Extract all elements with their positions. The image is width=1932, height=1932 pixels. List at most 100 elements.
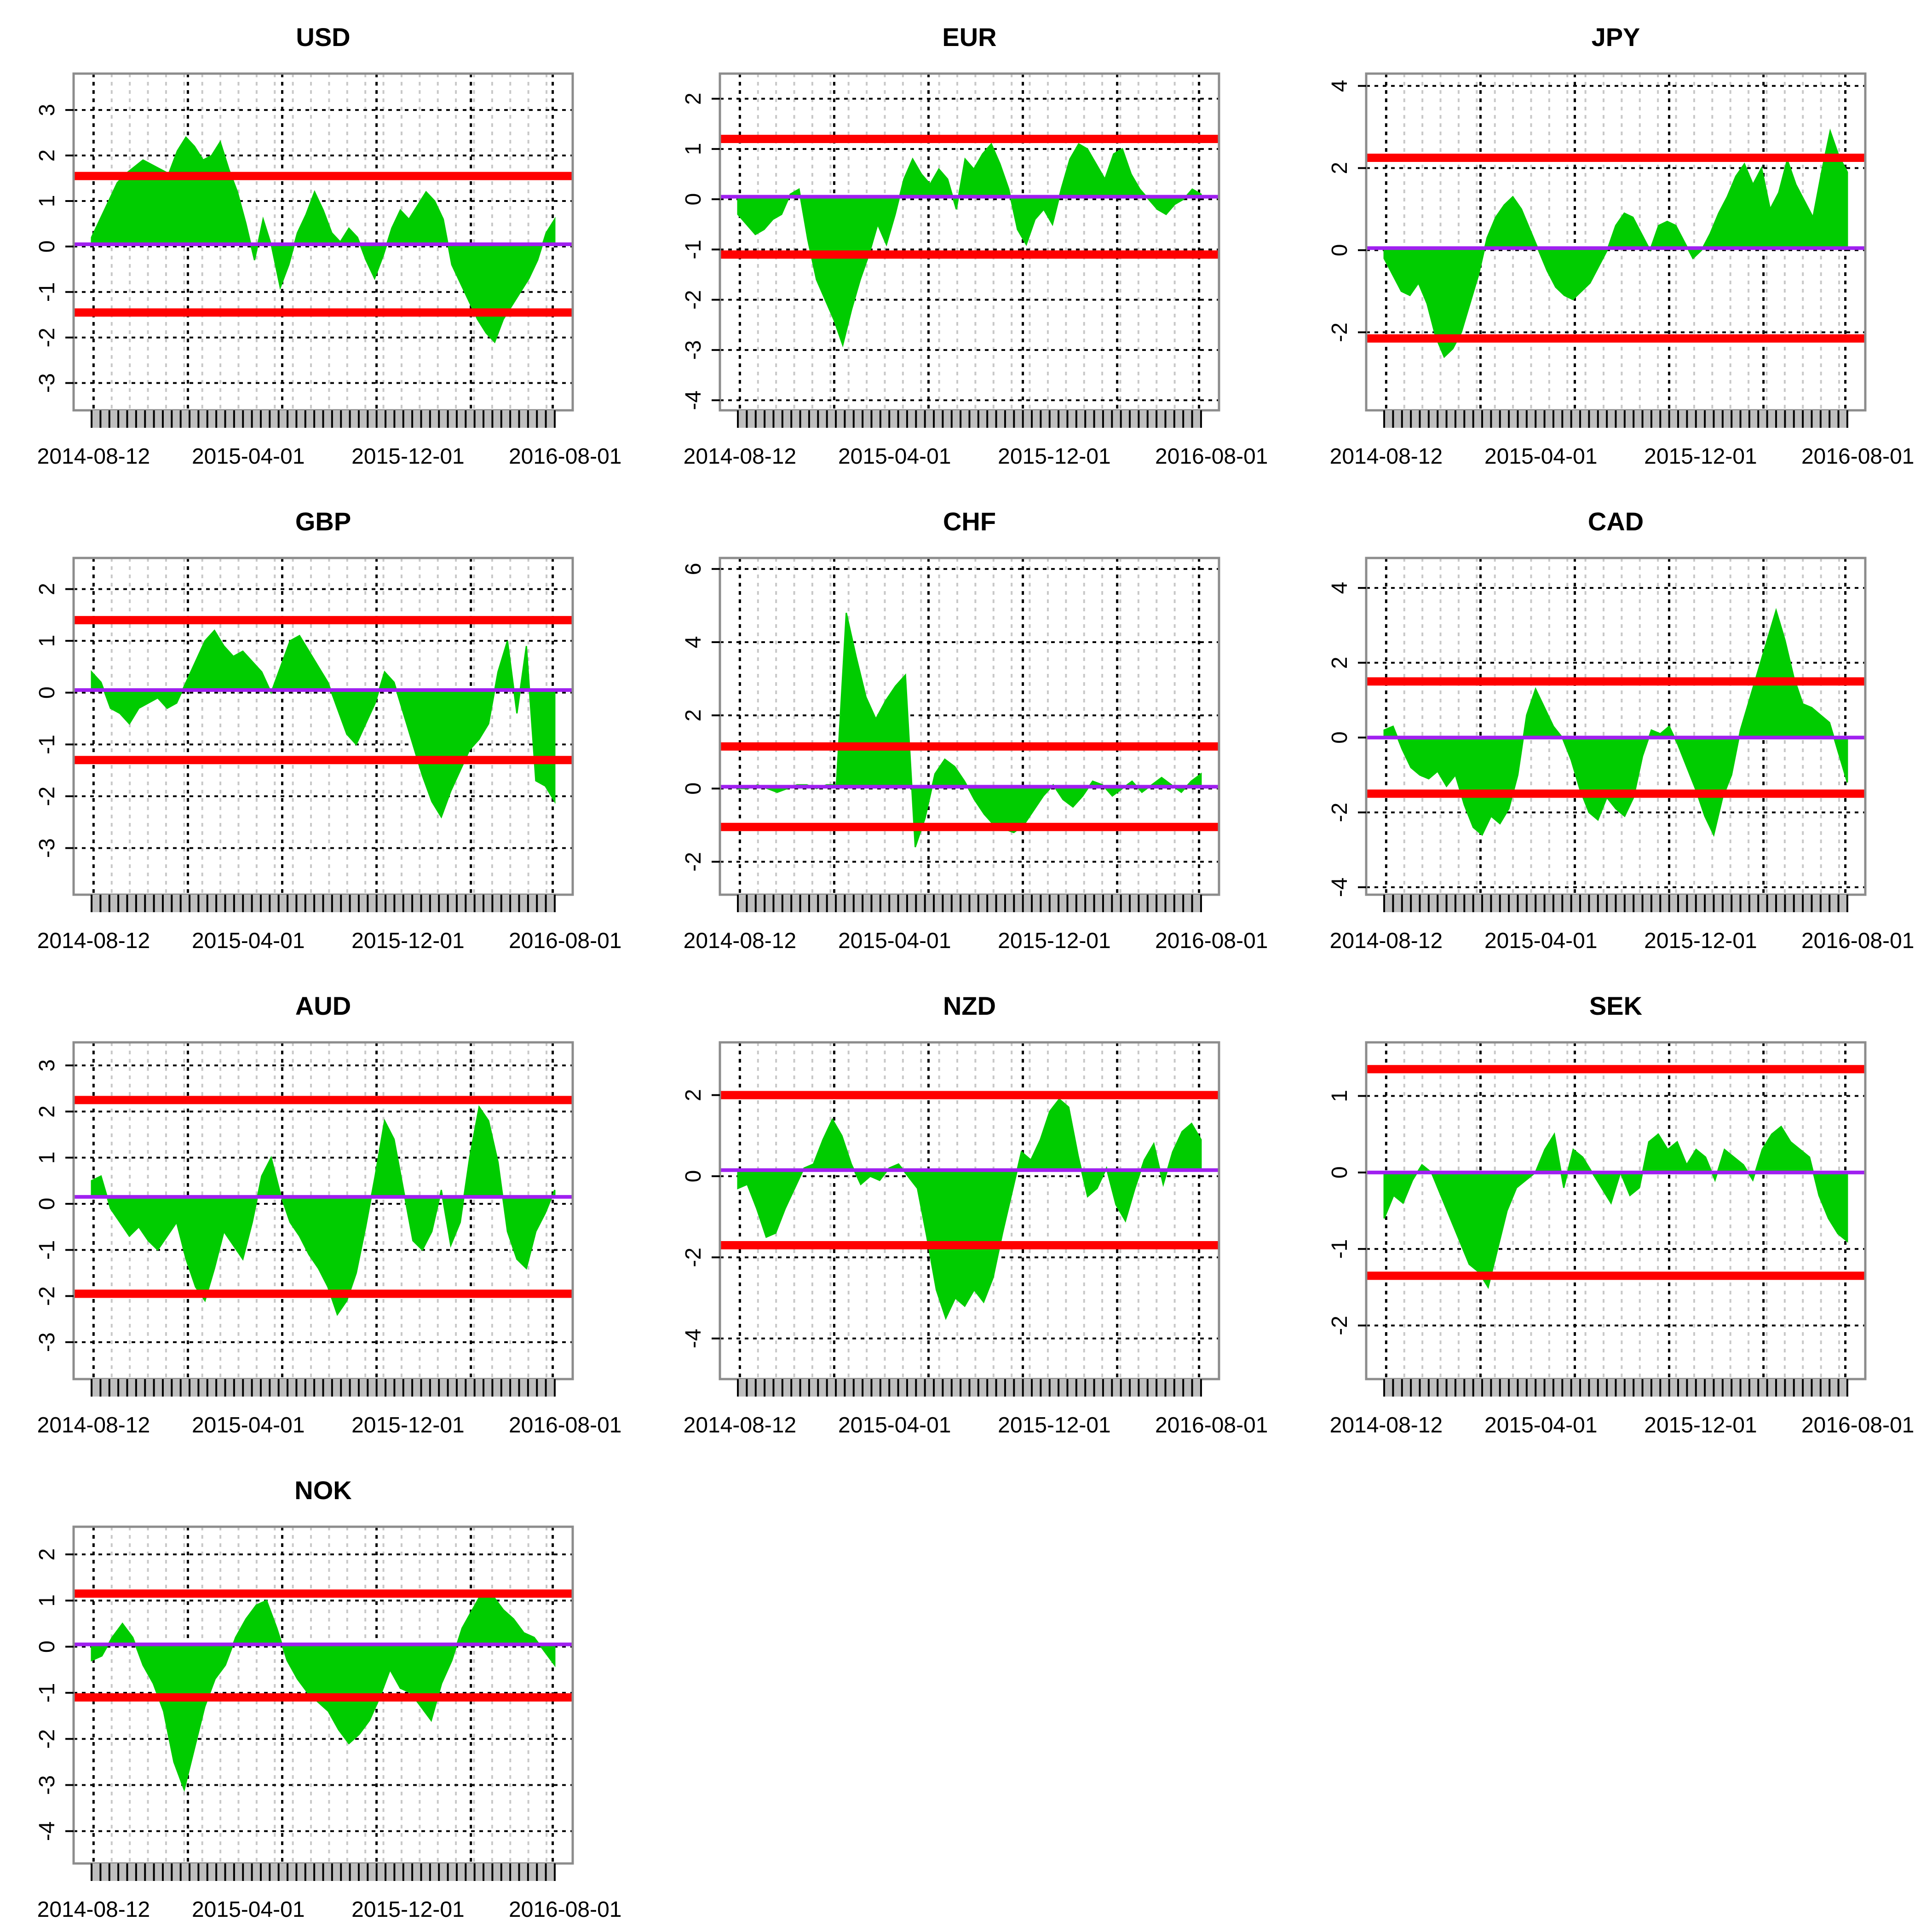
y-tick-label: 0 xyxy=(681,782,706,795)
x-tick-label: 2016-08-01 xyxy=(1801,929,1915,953)
y-tick-label: 2 xyxy=(681,709,706,722)
y-tick-label: 4 xyxy=(1328,582,1352,594)
x-tick-label: 2014-08-12 xyxy=(37,1413,150,1438)
x-tick-label: 2016-08-01 xyxy=(1155,444,1268,469)
y-tick-label: -1 xyxy=(1328,1239,1352,1259)
x-tick-label: 2016-08-01 xyxy=(509,929,622,953)
y-tick-label: 1 xyxy=(35,1594,59,1607)
x-tick-label: 2016-08-01 xyxy=(1155,1413,1268,1438)
y-tick-label: -2 xyxy=(35,328,59,347)
panel-cad: CAD -4 -2 0 2 4 2014-08-12 2015-04-01 2015-12-01… xyxy=(1328,507,1914,953)
y-tick-label: 3 xyxy=(35,104,59,116)
y-tick-label: 2 xyxy=(35,1548,59,1561)
y-tick-label: 4 xyxy=(1328,80,1352,92)
y-tick-label: 0 xyxy=(35,686,59,699)
area-chf xyxy=(737,613,1202,848)
y-tick-label: -4 xyxy=(681,1328,706,1348)
x-tick-label: 2015-12-01 xyxy=(351,1413,465,1438)
y-tick-label: 1 xyxy=(1328,1090,1352,1102)
y-tick-label: 6 xyxy=(681,563,706,575)
x-tick-label: 2016-08-01 xyxy=(509,1413,622,1438)
panel-usd: USD -3 -2 -1 0 1 2 3 2014-08-12 2015-04-01 2015-12… xyxy=(35,23,621,469)
panel-title-jpy: JPY xyxy=(1592,23,1640,52)
date-rug xyxy=(737,410,1202,428)
area-nok xyxy=(91,1590,556,1792)
x-tick-label: 2015-04-01 xyxy=(192,444,305,469)
x-tick-label: 2015-12-01 xyxy=(1644,929,1757,953)
y-tick-label: -4 xyxy=(681,391,706,410)
y-tick-label: 0 xyxy=(681,1170,706,1183)
y-tick-label: -1 xyxy=(35,735,59,754)
y-tick-label: 0 xyxy=(1328,244,1352,257)
panel-title-nzd: NZD xyxy=(943,991,996,1020)
y-tick-label: 2 xyxy=(1328,162,1352,174)
date-rug xyxy=(737,1379,1202,1397)
x-tick-label: 2014-08-12 xyxy=(1330,1413,1443,1438)
x-tick-label: 2015-12-01 xyxy=(998,929,1111,953)
y-tick-label: -1 xyxy=(35,1240,59,1260)
y-tick-label: -2 xyxy=(1328,803,1352,822)
date-rug xyxy=(1383,410,1848,428)
panel-title-chf: CHF xyxy=(943,507,996,536)
x-tick-label: 2014-08-12 xyxy=(37,929,150,953)
area-jpy xyxy=(1383,128,1848,358)
date-rug xyxy=(91,1379,556,1397)
panel-eur: EUR -4 -3 -2 -1 0 1 2 2014-08-12 2015-04-01 2015-1… xyxy=(681,23,1268,469)
x-tick-label: 2015-04-01 xyxy=(1484,444,1598,469)
panel-gbp: GBP -3 -2 -1 0 1 2 2014-08-12 2015-04-01 2015-12-… xyxy=(35,507,621,953)
y-tick-label: -4 xyxy=(35,1821,59,1841)
y-tick-label: -3 xyxy=(35,1332,59,1352)
area-nzd xyxy=(737,1098,1202,1320)
y-tick-label: 4 xyxy=(681,636,706,649)
y-tick-label: 1 xyxy=(35,1151,59,1164)
x-tick-label: 2015-04-01 xyxy=(838,1413,951,1438)
y-tick-label: -2 xyxy=(681,852,706,872)
x-tick-label: 2015-12-01 xyxy=(351,444,465,469)
x-tick-label: 2015-04-01 xyxy=(838,929,951,953)
y-tick-label: 0 xyxy=(1328,1166,1352,1179)
panel-chf: CHF -2 0 2 4 6 2014-08-12 2015-04-01 2015-12-01 2… xyxy=(681,507,1268,953)
y-tick-label: -2 xyxy=(681,290,706,310)
y-tick-label: 3 xyxy=(35,1059,59,1072)
y-tick-label: -1 xyxy=(35,282,59,302)
panel-nzd: NZD -4 -2 0 2 2014-08-12 2015-04-01 2015-12-01 2… xyxy=(681,991,1268,1438)
x-tick-label: 2016-08-01 xyxy=(509,444,622,469)
y-tick-label: -2 xyxy=(35,787,59,806)
x-tick-label: 2015-12-01 xyxy=(1644,1413,1757,1438)
y-tick-label: -2 xyxy=(1328,322,1352,342)
x-tick-label: 2015-12-01 xyxy=(1644,444,1757,469)
x-tick-label: 2015-12-01 xyxy=(351,929,465,953)
panel-aud: AUD -3 -2 -1 0 1 2 3 2014-08-12 2015-04-01 2015-12… xyxy=(35,991,621,1438)
panel-title-aud: AUD xyxy=(295,991,351,1020)
x-tick-label: 2016-08-01 xyxy=(509,1898,622,1922)
x-tick-label: 2016-08-01 xyxy=(1155,929,1268,953)
y-tick-label: 0 xyxy=(35,241,59,253)
x-tick-label: 2015-04-01 xyxy=(192,929,305,953)
y-tick-label: 2 xyxy=(35,150,59,162)
x-tick-label: 2014-08-12 xyxy=(37,444,150,469)
panel-title-eur: EUR xyxy=(942,23,996,52)
x-tick-label: 2015-12-01 xyxy=(998,444,1111,469)
panel-title-gbp: GBP xyxy=(295,507,351,536)
y-tick-label: -1 xyxy=(35,1683,59,1703)
area-aud xyxy=(91,1105,556,1316)
panel-title-usd: USD xyxy=(296,23,350,52)
area-sek xyxy=(1383,1125,1848,1289)
y-tick-label: 0 xyxy=(35,1640,59,1653)
panel-title-nok: NOK xyxy=(294,1476,351,1505)
y-tick-label: 2 xyxy=(681,1089,706,1101)
x-tick-label: 2014-08-12 xyxy=(684,929,797,953)
y-tick-label: 2 xyxy=(1328,656,1352,669)
y-tick-label: 2 xyxy=(35,583,59,595)
x-tick-label: 2014-08-12 xyxy=(1330,444,1443,469)
date-rug xyxy=(91,895,556,912)
y-tick-label: 2 xyxy=(35,1105,59,1118)
date-rug xyxy=(737,895,1202,912)
y-tick-label: -3 xyxy=(35,1775,59,1795)
date-rug xyxy=(1383,895,1848,912)
x-tick-label: 2015-12-01 xyxy=(351,1898,465,1922)
x-tick-label: 2014-08-12 xyxy=(1330,929,1443,953)
x-tick-label: 2015-04-01 xyxy=(1484,929,1598,953)
panel-nok: NOK -4 -3 -2 -1 0 1 2 2014-08-12 2015-04-01 2015-1… xyxy=(35,1476,621,1922)
y-tick-label: -3 xyxy=(681,340,706,360)
